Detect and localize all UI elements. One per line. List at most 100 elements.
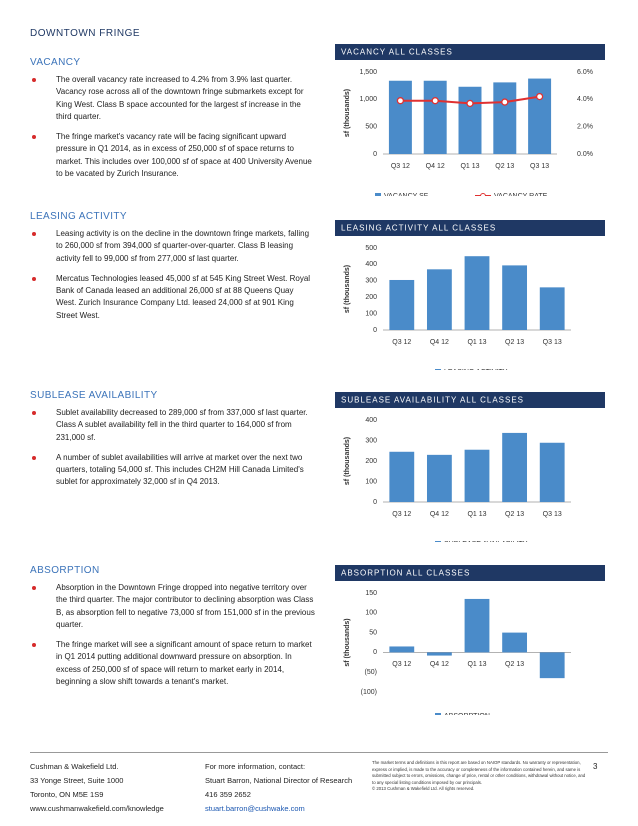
bar: [502, 632, 528, 653]
y-tick-label: 400: [365, 261, 377, 268]
y-tick-label: 100: [365, 310, 377, 317]
page-number: 3: [593, 762, 598, 771]
bullet: Sublet availability decreased to 289,000…: [30, 407, 315, 444]
x-tick-label: Q2 13: [505, 661, 524, 668]
bar: [539, 442, 565, 502]
bar: [426, 652, 452, 656]
y-axis-label: sf (thousands): [344, 618, 351, 666]
y-tick-label: 100: [365, 610, 377, 617]
bar: [426, 454, 452, 502]
section-heading: VACANCY: [30, 57, 81, 68]
page-title: DOWNTOWN FRINGE: [30, 28, 141, 39]
x-tick-label: Q1 13: [467, 661, 486, 668]
chart: LEASING ACTIVITY ALL CLASSES 0 100 200 300 40…: [335, 220, 605, 370]
footer-line: For more information, contact:: [205, 762, 306, 771]
y-axis-label: sf (thousands): [344, 265, 351, 313]
footer-line: Cushman & Wakefield Ltd.: [30, 762, 119, 771]
x-tick-label: Q3 13: [543, 339, 562, 346]
y-tick-label: 300: [365, 437, 377, 444]
bar: [502, 265, 528, 330]
x-tick-label: Q1 13: [460, 163, 479, 170]
legend-label: VACANCY SF: [384, 193, 428, 196]
x-tick-label: Q4 12: [430, 511, 449, 518]
point: [501, 98, 509, 106]
bar: [464, 598, 490, 653]
bar: [389, 279, 415, 330]
x-tick-label: Q3 12: [391, 163, 410, 170]
x-tick-label: Q2 13: [495, 163, 514, 170]
y-tick-label: 0: [373, 499, 377, 506]
x-tick-label: Q3 13: [543, 511, 562, 518]
x-tick-label: Q1 13: [467, 339, 486, 346]
legend-point: [480, 193, 486, 196]
disclaimer-text: The market terms and definitions in this…: [372, 760, 586, 785]
bar: [539, 652, 565, 679]
x-tick-label: Q3 13: [530, 163, 549, 170]
x-tick-label: Q4 12: [426, 163, 445, 170]
section: ABSORPTION Absorption in the Downtown Fr…: [30, 565, 315, 696]
y-tick-label: 0: [373, 649, 377, 656]
y-tick-label: 1,500: [359, 69, 377, 76]
section: LEASING ACTIVITY Leasing activity is on …: [30, 211, 315, 330]
bar: [426, 269, 452, 330]
y-axis-label: sf (thousands): [344, 437, 351, 485]
chart-header: [335, 392, 605, 408]
chart-title: ABSORPTION ALL CLASSES: [341, 569, 470, 578]
x-tick-label: Q3 12: [392, 339, 411, 346]
point: [431, 97, 439, 105]
email-link[interactable]: stuart.barron@cushwake.com: [205, 804, 305, 813]
disclaimer: The market terms and definitions in this…: [372, 760, 587, 793]
bar: [389, 646, 415, 653]
x-tick-label: Q1 13: [467, 511, 486, 518]
bar: [502, 432, 528, 502]
y2-tick-label: 0.0%: [577, 151, 593, 158]
footer-rule: [30, 752, 608, 753]
bar: [388, 80, 412, 154]
y-tick-label: 400: [365, 417, 377, 424]
y-tick-label: 0: [373, 327, 377, 334]
section: VACANCY The overall vacancy rate increas…: [30, 57, 315, 188]
legend-swatch: [435, 713, 441, 715]
y-tick-label: (100): [361, 689, 377, 696]
chart-title: SUBLEASE AVAILABILITY ALL CLASSES: [341, 396, 524, 405]
y2-tick-label: 2.0%: [577, 124, 593, 131]
y-tick-label: 50: [369, 629, 377, 636]
y-tick-label: 500: [365, 124, 377, 131]
section-heading: LEASING ACTIVITY: [30, 211, 127, 222]
disclaimer-text: © 2013 Cushman & Wakefield Ltd. All righ…: [372, 786, 475, 792]
y-tick-label: 300: [365, 278, 377, 285]
chart: SUBLEASE AVAILABILITY ALL CLASSES 0 100 200…: [335, 392, 605, 542]
y2-tick-label: 4.0%: [577, 96, 593, 103]
legend-swatch: [375, 193, 381, 196]
point: [396, 97, 405, 105]
footer-line: 416 359 2652: [205, 790, 251, 799]
y2-tick-label: 6.0%: [577, 69, 593, 76]
bullet: The fringe market will see a significant…: [30, 639, 315, 688]
x-tick-label: Q2 13: [505, 511, 524, 518]
bullet: The fringe market's vacancy rate will be…: [30, 131, 315, 180]
legend-label: ABSORPTION: [444, 713, 490, 715]
chart-header: [335, 565, 605, 581]
bar: [493, 82, 517, 154]
bullet: Leasing activity is on the decline in th…: [30, 228, 315, 265]
point: [466, 99, 474, 108]
footer-line[interactable]: www.cushmanwakefield.com/knowledge: [30, 804, 164, 813]
chart-header: [335, 44, 605, 60]
y-tick-label: 200: [365, 458, 377, 465]
bullet: Mercatus Technologies leased 45,000 sf a…: [30, 273, 315, 322]
x-tick-label: Q4 12: [430, 339, 449, 346]
footer-line: Stuart Barron, National Director of Rese…: [205, 776, 353, 785]
legend-label: VACANCY RATE: [494, 193, 548, 196]
footer-line: 33 Yonge Street, Suite 1000: [30, 776, 124, 785]
legend-swatch: [435, 541, 441, 542]
y-tick-label: 500: [365, 245, 377, 252]
footer-address: Cushman & Wakefield Ltd. 33 Yonge Street…: [30, 760, 164, 816]
bar: [528, 78, 552, 154]
bar: [539, 287, 565, 330]
chart: VACANCY ALL CLASSES 0 500 1,000 1,500 0.0% 2.0…: [335, 44, 605, 196]
bullet: The overall vacancy rate increased to 4.…: [30, 74, 315, 123]
bar: [389, 451, 415, 502]
section-heading: SUBLEASE AVAILABILITY: [30, 390, 158, 401]
legend-label: SUBLEASE AVAILABILITY: [444, 541, 528, 542]
